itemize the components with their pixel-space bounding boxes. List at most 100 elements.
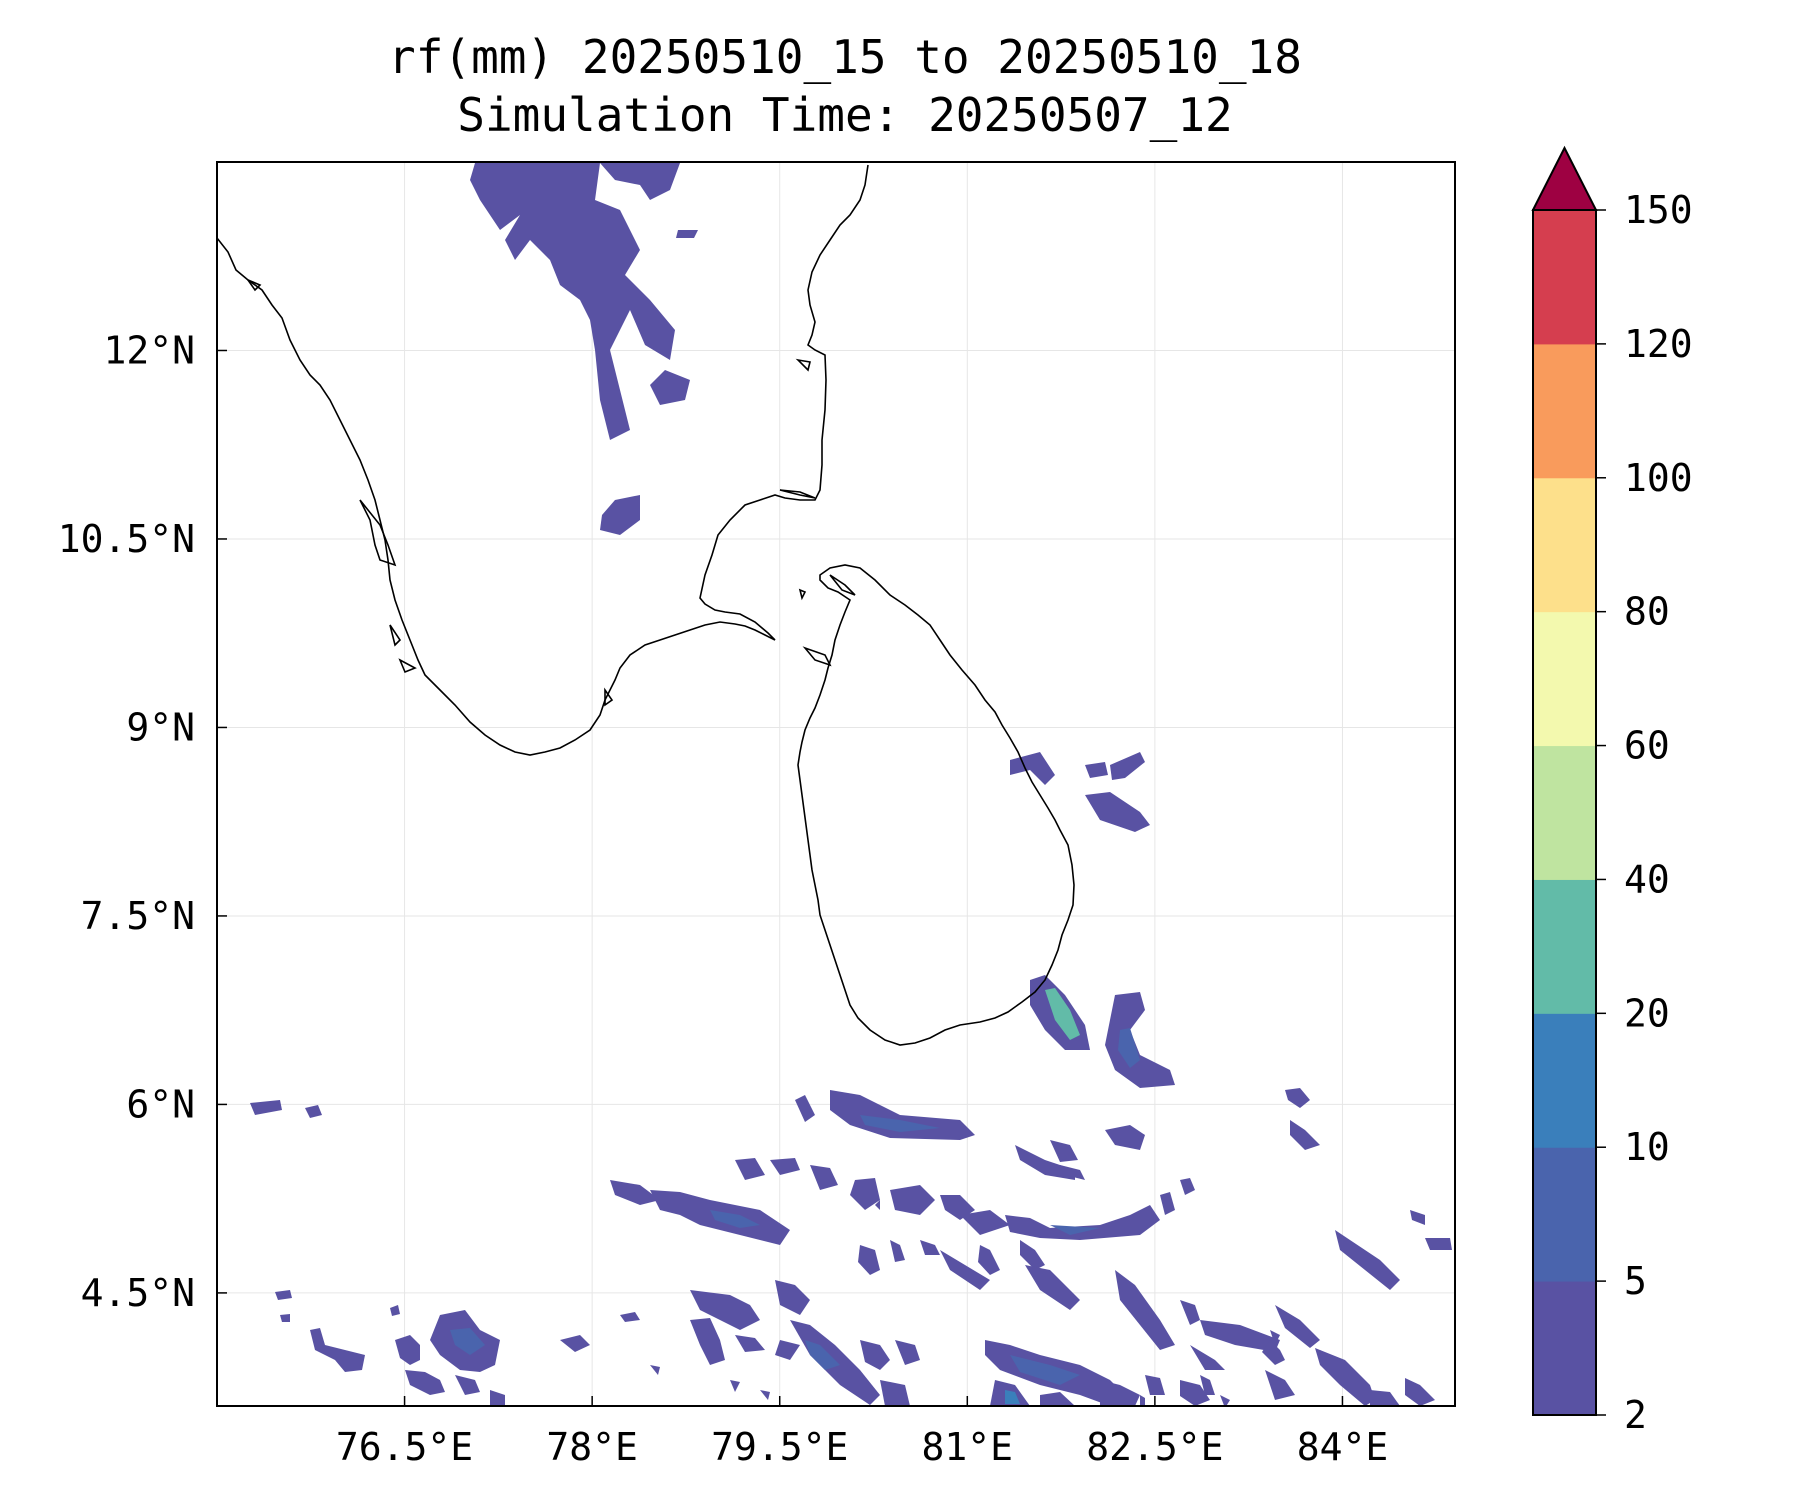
rain-area xyxy=(676,230,698,238)
india-inlet xyxy=(359,499,397,567)
map-title-line1: rf(mm) 20250510_15 to 20250510_18 xyxy=(388,30,1302,84)
rain-area xyxy=(1105,1125,1145,1150)
y-tick-label: 10.5°N xyxy=(58,517,195,561)
x-tick-label: 78°E xyxy=(546,1425,638,1469)
rain-area xyxy=(1270,1330,1280,1345)
rain-area xyxy=(1190,1345,1225,1370)
rain-area xyxy=(735,1158,765,1180)
colorbar-segment xyxy=(1533,1013,1596,1148)
y-axis: 12°N 10.5°N 9°N 7.5°N 6°N 4.5°N xyxy=(58,328,227,1315)
rain-area xyxy=(1145,1375,1165,1395)
rain-area xyxy=(895,1340,920,1365)
rain-area xyxy=(978,1245,1000,1275)
india-inlet xyxy=(389,624,402,647)
rain-area xyxy=(710,1210,760,1228)
rain-area xyxy=(860,1340,890,1370)
rain-area xyxy=(805,1340,840,1370)
rain-area xyxy=(1140,1395,1145,1406)
rain-area xyxy=(1200,1375,1215,1395)
rain-area xyxy=(455,1375,480,1395)
rain-area xyxy=(610,1180,660,1205)
rain-area xyxy=(1405,1378,1435,1406)
rain-area xyxy=(860,1115,940,1132)
india-coastline xyxy=(217,164,869,756)
rain-area xyxy=(620,1312,640,1322)
island xyxy=(798,588,807,601)
rain-area xyxy=(490,1390,505,1405)
rain-area xyxy=(280,1314,290,1322)
rainfall-contours xyxy=(250,163,1452,1406)
rain-area xyxy=(1005,1205,1160,1240)
rain-area xyxy=(1180,1300,1200,1325)
rain-area xyxy=(1425,1238,1452,1250)
y-tick-label: 7.5°N xyxy=(81,894,195,938)
rain-area xyxy=(810,1165,838,1190)
colorbar-tick-label: 20 xyxy=(1624,991,1670,1035)
rain-area xyxy=(1200,1320,1280,1352)
colorbar-segment xyxy=(1533,745,1596,880)
rain-area xyxy=(405,1370,445,1395)
rain-area xyxy=(920,1240,940,1255)
rain-area xyxy=(450,1328,485,1355)
colorbar: 2 5 10 20 40 60 80 100 120 150 xyxy=(1531,145,1693,1437)
x-axis: 76.5°E 78°E 79.5°E 81°E 82.5°E 84°E xyxy=(336,1396,1388,1469)
rain-area xyxy=(775,1340,800,1360)
rain-area xyxy=(1085,762,1108,778)
x-tick-label: 84°E xyxy=(1297,1425,1389,1469)
rain-area xyxy=(1160,1192,1175,1215)
rain-area xyxy=(1290,1120,1320,1150)
colorbar-tick-label: 40 xyxy=(1624,857,1670,901)
x-tick-label: 82.5°E xyxy=(1086,1425,1223,1469)
rain-area xyxy=(770,1158,800,1175)
rain-area xyxy=(1085,792,1150,832)
rain-area xyxy=(795,1095,815,1122)
rain-area xyxy=(775,1280,810,1315)
y-tick-label: 6°N xyxy=(126,1082,195,1126)
rain-area xyxy=(560,1335,590,1352)
colorbar-tick-label: 2 xyxy=(1624,1393,1647,1437)
rain-area xyxy=(1060,1165,1085,1180)
india-inlet xyxy=(245,278,262,292)
rain-area xyxy=(1025,1265,1080,1310)
rain-area xyxy=(890,1185,935,1215)
x-tick-label: 76.5°E xyxy=(336,1425,473,1469)
rain-area xyxy=(1005,1390,1020,1404)
map-title-line2: Simulation Time: 20250507_12 xyxy=(457,88,1233,142)
x-tick-label: 81°E xyxy=(922,1425,1014,1469)
rain-area xyxy=(1275,1305,1320,1348)
india-inlet xyxy=(604,687,614,707)
rain-area xyxy=(830,1090,975,1140)
island xyxy=(802,646,832,667)
y-tick-label: 12°N xyxy=(103,328,195,372)
rain-area xyxy=(760,1390,770,1400)
india-inlet xyxy=(795,358,811,372)
y-tick-label: 9°N xyxy=(126,705,195,749)
sri-lanka-coastline xyxy=(797,564,1075,1046)
rain-area xyxy=(1335,1230,1400,1290)
rain-area xyxy=(600,163,680,200)
rain-area xyxy=(730,1380,740,1392)
rain-area xyxy=(1370,1390,1400,1406)
rain-area xyxy=(1180,1178,1195,1195)
colorbar-segment xyxy=(1533,879,1596,1014)
map-frame xyxy=(216,161,1456,1407)
rain-area xyxy=(1050,1225,1100,1235)
colorbar-tick-label: 60 xyxy=(1624,724,1670,768)
rain-area xyxy=(858,1245,880,1275)
colorbar-segment xyxy=(1533,1281,1596,1416)
rain-area xyxy=(1020,1240,1045,1270)
rain-area xyxy=(960,1210,1010,1235)
india-inlet xyxy=(398,658,417,674)
rain-area xyxy=(1315,1348,1375,1406)
colorbar-tick-label: 150 xyxy=(1624,188,1693,232)
rain-area xyxy=(875,1200,880,1210)
rain-area xyxy=(1118,1028,1140,1068)
rain-area xyxy=(1010,1355,1080,1385)
rain-area xyxy=(1050,1140,1078,1162)
rain-area xyxy=(650,370,690,405)
rain-area xyxy=(395,1335,420,1365)
colorbar-tick-label: 100 xyxy=(1624,456,1693,500)
rain-area xyxy=(1100,1380,1140,1406)
rain-area xyxy=(1040,1392,1075,1406)
